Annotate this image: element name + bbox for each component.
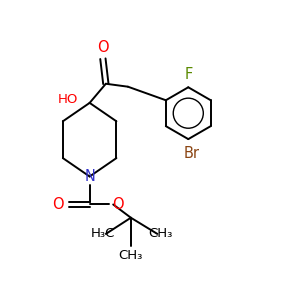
Text: N: N bbox=[84, 169, 95, 184]
Text: O: O bbox=[112, 197, 124, 212]
Text: HO: HO bbox=[57, 93, 78, 106]
Text: F: F bbox=[184, 67, 192, 82]
Text: Br: Br bbox=[183, 146, 199, 161]
Text: O: O bbox=[52, 197, 64, 212]
Text: CH₃: CH₃ bbox=[119, 250, 143, 262]
Text: CH₃: CH₃ bbox=[148, 227, 172, 240]
Text: H₃C: H₃C bbox=[91, 227, 115, 240]
Text: O: O bbox=[97, 40, 109, 55]
